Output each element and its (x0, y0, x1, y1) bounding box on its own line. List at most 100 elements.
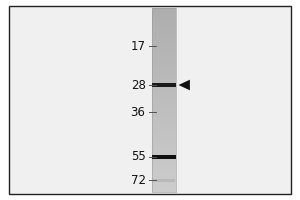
Bar (152, 184, 176, 185)
Bar (152, 14, 176, 15)
Bar (152, 55, 176, 56)
Bar (152, 81, 176, 82)
Bar (152, 109, 176, 110)
Bar (152, 49, 176, 50)
Bar (152, 106, 176, 107)
Bar (152, 145, 176, 146)
Bar (152, 36, 176, 37)
Bar (152, 87, 176, 88)
Bar (152, 44, 176, 45)
Bar (152, 17, 176, 18)
Bar (152, 149, 176, 150)
Text: 17: 17 (130, 40, 146, 52)
Bar (152, 71, 176, 72)
Bar (152, 37, 176, 38)
Bar (152, 147, 176, 148)
Bar (152, 43, 176, 44)
Bar (152, 55, 176, 56)
Bar (152, 96, 176, 97)
Bar (152, 51, 176, 52)
Bar (152, 108, 176, 109)
Polygon shape (178, 80, 190, 90)
Bar (152, 35, 176, 36)
Bar (152, 47, 176, 48)
Bar (152, 129, 176, 130)
Bar (152, 35, 176, 36)
Bar (152, 168, 176, 169)
Bar (152, 139, 176, 140)
Bar (152, 172, 176, 173)
Bar (152, 39, 176, 41)
Bar (152, 125, 176, 126)
Bar (152, 100, 176, 101)
Bar (152, 61, 176, 62)
Bar (152, 20, 176, 21)
Bar (152, 131, 176, 132)
Bar (152, 30, 176, 31)
Bar (152, 74, 176, 75)
Bar (152, 185, 176, 186)
Bar (152, 168, 176, 169)
Bar (152, 87, 176, 88)
Bar (152, 178, 176, 179)
Bar (152, 135, 176, 136)
Text: 55: 55 (131, 150, 146, 164)
Bar (152, 44, 176, 45)
Bar (152, 109, 176, 110)
Bar (152, 118, 176, 119)
Bar (152, 185, 176, 186)
Bar (152, 27, 176, 28)
Bar (152, 89, 176, 90)
Bar (152, 111, 176, 112)
Bar (152, 115, 176, 116)
Bar (152, 187, 176, 188)
Bar (152, 144, 176, 145)
Bar (152, 173, 176, 174)
Bar (152, 68, 176, 69)
Bar (152, 169, 176, 170)
Bar (152, 158, 176, 159)
Bar (152, 174, 176, 175)
Bar (152, 97, 176, 98)
Bar (152, 23, 176, 24)
Bar (152, 190, 176, 191)
Bar (152, 156, 176, 157)
Bar (152, 137, 176, 138)
Bar (152, 170, 176, 171)
Text: 28: 28 (130, 79, 146, 92)
Bar (152, 139, 176, 140)
Bar (152, 90, 176, 91)
Bar (152, 176, 176, 177)
Bar (152, 122, 176, 123)
Bar (152, 25, 176, 26)
Bar (152, 187, 176, 188)
Bar (152, 84, 176, 85)
Bar (152, 146, 176, 147)
Bar (152, 136, 176, 137)
Bar (152, 142, 176, 143)
Bar (152, 120, 176, 121)
Bar (152, 171, 176, 172)
Bar (152, 181, 176, 182)
Bar (152, 19, 176, 20)
Bar (152, 116, 176, 117)
Bar (152, 144, 176, 145)
Bar (152, 76, 176, 77)
Bar (152, 125, 176, 126)
Bar (152, 128, 176, 129)
Bar (152, 138, 176, 139)
Bar (152, 154, 176, 155)
Bar (152, 101, 176, 102)
Bar (152, 50, 176, 51)
Bar (152, 67, 176, 68)
Bar (152, 179, 176, 180)
Bar (152, 114, 176, 115)
Bar (152, 90, 176, 91)
Bar (152, 117, 176, 118)
Bar (152, 11, 176, 12)
Bar (152, 140, 176, 141)
Bar (152, 31, 176, 32)
Bar (152, 46, 176, 47)
Bar (152, 32, 176, 33)
Bar (152, 138, 176, 139)
